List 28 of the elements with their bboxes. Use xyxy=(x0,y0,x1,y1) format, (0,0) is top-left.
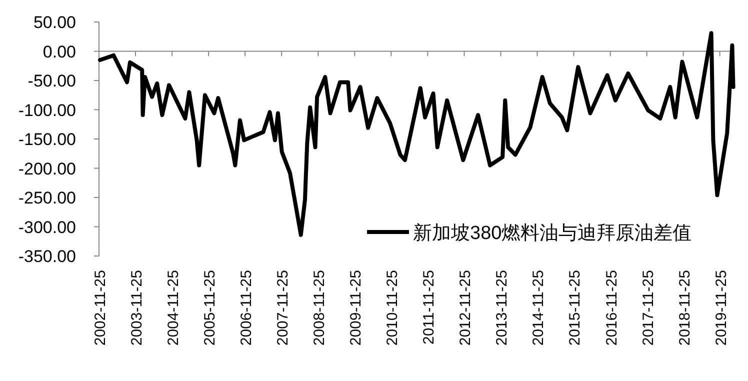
y-tick-label: -200.00 xyxy=(18,159,76,178)
legend-label: 新加坡380燃料油与迪拜原油差值 xyxy=(413,222,692,244)
x-tick-label: 2014-11-25 xyxy=(530,270,548,346)
x-tick-label: 2012-11-25 xyxy=(457,270,474,346)
x-tick-label: 2007-11-25 xyxy=(274,270,292,346)
x-tick-label: 2013-11-25 xyxy=(494,270,511,346)
x-tick-label: 2005-11-25 xyxy=(202,270,219,346)
x-tick-label: 2008-11-25 xyxy=(311,270,328,346)
y-tick-label: 0.00 xyxy=(42,42,76,62)
y-tick-label: -100.00 xyxy=(18,100,76,120)
x-tick-label: 2004-11-25 xyxy=(165,270,182,346)
y-tick-label: -300.00 xyxy=(18,218,76,237)
y-tick-label: 50.00 xyxy=(33,13,76,32)
x-tick-label: 2009-11-25 xyxy=(348,270,365,346)
y-tick-label: -150.00 xyxy=(18,130,76,149)
x-tick-label: 2010-11-25 xyxy=(384,270,402,346)
x-tick-label: 2006-11-25 xyxy=(238,270,256,346)
x-tick-label: 2011-11-25 xyxy=(420,270,438,345)
y-tick-label: -250.00 xyxy=(18,188,76,208)
x-tick-label: 2017-11-25 xyxy=(640,270,657,346)
x-tick-label: 2003-11-25 xyxy=(128,270,146,346)
y-tick-label: -50.00 xyxy=(28,72,76,90)
x-tick-label: 2002-11-25 xyxy=(92,270,109,346)
x-tick-label: 2016-11-25 xyxy=(603,270,620,346)
x-tick-label: 2018-11-25 xyxy=(676,270,694,346)
x-tick-label: 2019-11-25 xyxy=(712,270,730,346)
x-tick-label: 2015-11-25 xyxy=(566,270,584,346)
y-tick-label: -350.00 xyxy=(18,247,76,266)
